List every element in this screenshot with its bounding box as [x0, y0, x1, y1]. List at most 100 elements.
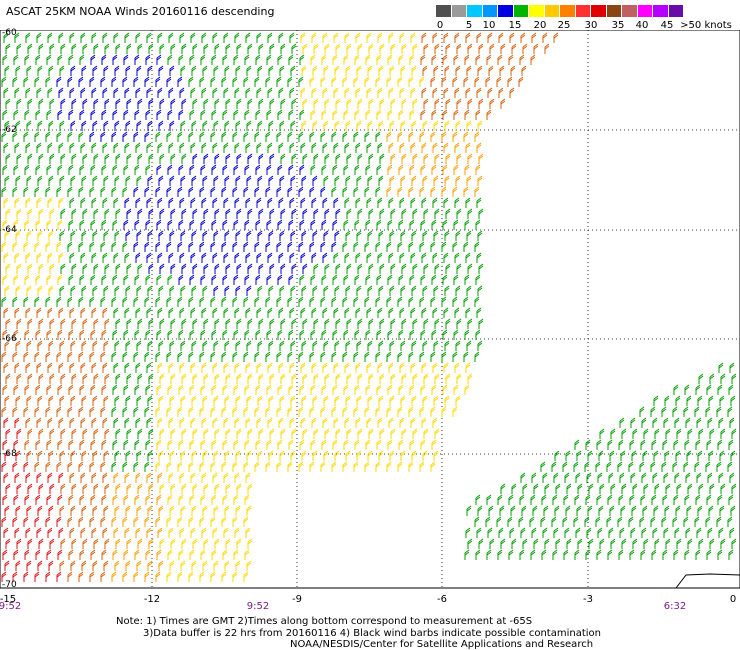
wind-barb — [441, 406, 447, 417]
wind-barb — [137, 373, 143, 384]
wind-barb — [104, 318, 110, 329]
wind-barb — [322, 362, 328, 373]
wind-barb — [169, 65, 175, 76]
wind-barb — [245, 87, 251, 98]
wind-barb — [212, 472, 218, 483]
wind-barb — [112, 329, 118, 340]
wind-barb — [102, 142, 108, 153]
wind-barb — [137, 43, 143, 54]
wind-barb — [234, 307, 240, 318]
wind-barb — [619, 417, 625, 428]
wind-barb — [716, 516, 722, 527]
wind-barb — [234, 87, 240, 98]
wind-barb — [477, 65, 483, 76]
wind-barb — [35, 54, 41, 65]
wind-barb — [519, 54, 525, 65]
wind-barb — [595, 516, 601, 527]
wind-barb — [244, 164, 250, 175]
wind-barb — [353, 131, 359, 142]
wind-barb — [104, 483, 110, 494]
wind-barb — [48, 340, 54, 351]
wind-barb — [233, 274, 239, 285]
wind-barb — [378, 175, 384, 186]
wind-barb — [342, 461, 348, 472]
wind-barb — [596, 439, 602, 450]
wind-barb — [389, 120, 395, 131]
wind-barb — [269, 98, 275, 109]
wind-barb — [453, 54, 459, 65]
wind-barb — [255, 164, 261, 175]
wind-barb — [397, 131, 403, 142]
wind-barb — [135, 472, 141, 483]
wind-barb — [221, 131, 227, 142]
wind-barb — [180, 230, 186, 241]
wind-barb — [247, 428, 253, 439]
wind-barb — [57, 109, 63, 120]
wind-barb — [179, 362, 185, 373]
wind-barb — [256, 197, 262, 208]
wind-barb — [379, 153, 385, 164]
wind-barb — [14, 142, 20, 153]
wind-barb — [673, 384, 679, 395]
wind-barb — [233, 219, 239, 230]
wind-barb — [56, 571, 62, 582]
wind-barb — [290, 230, 296, 241]
wind-barb — [665, 428, 671, 439]
wind-barb — [12, 516, 18, 527]
longitude-label: -9 — [292, 594, 302, 605]
wind-barb — [126, 43, 132, 54]
wind-barb — [390, 43, 396, 54]
wind-barb — [278, 197, 284, 208]
wind-barb — [596, 494, 602, 505]
wind-barb — [731, 428, 737, 439]
wind-barb — [246, 395, 252, 406]
wind-barb — [412, 43, 418, 54]
wind-barb — [158, 120, 164, 131]
wind-barb — [93, 208, 99, 219]
wind-barb — [411, 395, 417, 406]
wind-barb — [408, 351, 414, 362]
wind-barb — [442, 384, 448, 395]
wind-barb — [14, 32, 20, 43]
wind-barb — [378, 395, 384, 406]
wind-barb — [126, 428, 132, 439]
wind-barb — [335, 428, 341, 439]
wind-barb — [25, 472, 31, 483]
wind-barb — [188, 516, 194, 527]
wind-barb — [729, 417, 735, 428]
wind-barb — [80, 527, 86, 538]
wind-barb — [177, 131, 183, 142]
wind-barb — [82, 428, 88, 439]
wind-barb — [125, 395, 131, 406]
wind-barb — [291, 318, 297, 329]
wind-barb — [355, 307, 361, 318]
wind-barb — [650, 406, 656, 417]
wind-barb — [532, 505, 538, 516]
wind-barb — [322, 307, 328, 318]
wind-barb — [651, 494, 657, 505]
wind-barb — [1, 131, 7, 142]
wind-barb — [298, 406, 304, 417]
wind-barb — [136, 120, 142, 131]
wind-barb — [323, 450, 329, 461]
wind-barb — [706, 384, 712, 395]
wind-barb — [486, 54, 492, 65]
wind-barb — [56, 131, 62, 142]
wind-barb — [684, 549, 690, 560]
wind-barb — [102, 87, 108, 98]
wind-barb — [146, 527, 152, 538]
wind-barb — [80, 307, 86, 318]
wind-barb — [531, 527, 537, 538]
wind-barb — [365, 274, 371, 285]
wind-barb — [323, 175, 329, 186]
wind-barb — [203, 318, 209, 329]
wind-barb — [23, 571, 29, 582]
wind-barb — [244, 109, 250, 120]
wind-barb — [497, 549, 503, 560]
wind-barb — [686, 505, 692, 516]
wind-barb — [137, 98, 143, 109]
wind-barb — [431, 439, 437, 450]
wind-barb — [324, 43, 330, 54]
wind-barb — [610, 538, 616, 549]
wind-barb — [12, 186, 18, 197]
